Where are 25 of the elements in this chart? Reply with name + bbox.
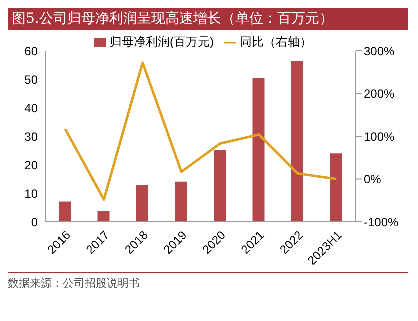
y2-tick-label: 200% [364,87,396,102]
y-tick-label: 20 [24,158,38,172]
bar [292,62,304,222]
bar [98,211,110,222]
bar [214,150,226,222]
y2-tick-label: 300% [364,44,396,58]
bar [175,182,188,222]
source-note: 数据来源：公司招股说明书 [8,272,408,291]
y-tick-label: 50 [24,72,38,87]
bar [330,154,342,222]
chart-title: 图5.公司归母净利润呈现高速增长（单位：百万元） [8,8,408,30]
bar [59,202,71,222]
bar [136,185,148,222]
y-tick-label: 30 [24,130,38,144]
y2-tick-label: 100% [364,130,396,144]
y-tick-label: 40 [24,101,38,116]
bar [252,78,265,222]
y2-tick-label: 0% [364,172,382,187]
y-tick-label: 60 [24,44,38,58]
y-tick-label: 10 [24,186,38,201]
legend-label: 归母净利润(百万元) [110,35,214,49]
y-tick-label: 0 [31,215,38,230]
line-series [64,62,338,202]
y2-tick-label: -100% [364,215,400,230]
legend-label: 同比（右轴） [240,35,312,49]
